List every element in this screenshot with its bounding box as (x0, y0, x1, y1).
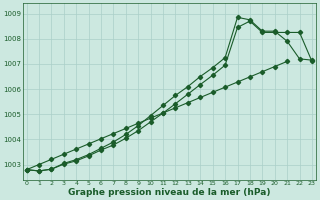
X-axis label: Graphe pression niveau de la mer (hPa): Graphe pression niveau de la mer (hPa) (68, 188, 270, 197)
